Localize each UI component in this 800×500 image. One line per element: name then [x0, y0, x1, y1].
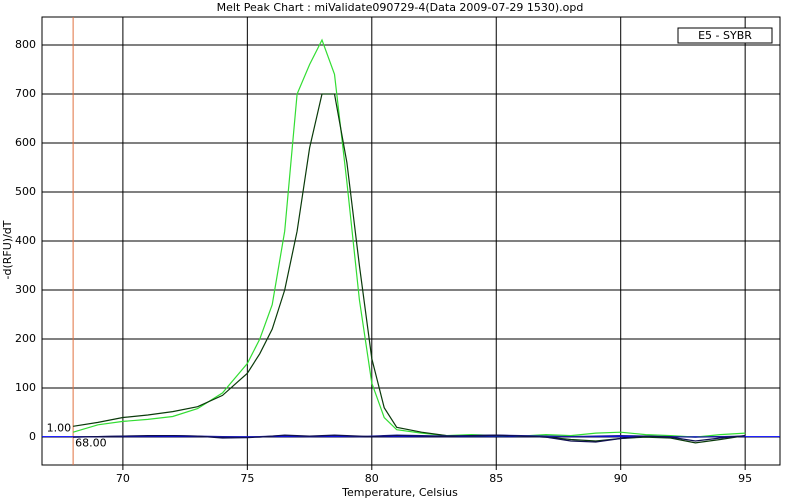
- y-tick-label: 200: [15, 332, 36, 345]
- threshold-y-label: 1.00: [47, 422, 72, 435]
- y-tick-label: 300: [15, 283, 36, 296]
- x-tick-label: 95: [738, 472, 752, 485]
- y-tick-label: 600: [15, 136, 36, 149]
- y-tick-label: 100: [15, 381, 36, 394]
- chart-title: Melt Peak Chart : miValidate090729-4(Dat…: [217, 1, 584, 14]
- series-line: [73, 434, 746, 443]
- x-tick-label: 70: [116, 472, 130, 485]
- y-tick-label: 400: [15, 234, 36, 247]
- y-tick-label: 500: [15, 185, 36, 198]
- legend-label: E5 - SYBR: [698, 29, 752, 42]
- y-tick-label: 0: [29, 430, 36, 443]
- legend-box: [677, 27, 773, 44]
- threshold-x-label: 68.00: [75, 437, 107, 450]
- x-tick-label: 80: [365, 472, 379, 485]
- x-tick-label: 75: [240, 472, 254, 485]
- y-axis-label: -d(RFU)/dT: [1, 220, 14, 279]
- x-tick-label: 90: [614, 472, 628, 485]
- y-tick-label: 700: [15, 87, 36, 100]
- x-tick-label: 85: [489, 472, 503, 485]
- y-tick-label: 800: [15, 38, 36, 51]
- x-axis-label: Temperature, Celsius: [341, 486, 458, 499]
